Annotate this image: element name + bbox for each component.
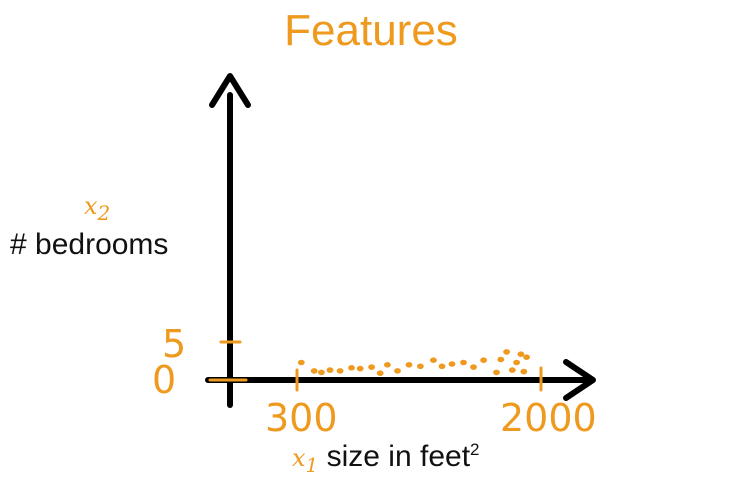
data-point-8 [368,364,375,370]
data-point-6 [348,365,355,371]
data-point-9 [376,370,384,377]
data-point-2 [310,368,318,374]
data-point-13 [417,363,424,370]
x-axis-variable: x1 [292,444,319,477]
data-point-22 [503,349,510,355]
data-point-21 [497,356,505,363]
data-point-19 [480,357,487,364]
data-point-11 [394,368,401,374]
x-tick-label-2000: 2000 [500,396,597,440]
data-point-27 [523,354,530,361]
data-point-5 [336,368,344,374]
x-tick-label-300: 300 [265,396,338,440]
x-axis-label: x1 size in feet2 [292,440,480,477]
chart-title: Features [284,6,458,55]
data-point-18 [470,364,477,370]
y-tick-label-0: 0 [152,358,177,402]
data-point-24 [513,359,520,366]
data-point-14 [430,357,437,364]
data-point-20 [493,369,500,376]
data-points [297,349,530,377]
data-point-25 [517,351,525,358]
data-point-10 [384,362,391,368]
data-point-26 [520,368,528,375]
y-axis-variable: x2 [84,192,111,225]
data-point-3 [318,369,325,376]
data-point-4 [326,367,334,373]
data-point-15 [438,363,446,370]
data-point-16 [448,361,456,367]
data-point-12 [405,362,413,368]
y-axis-label: # bedrooms [10,228,169,261]
data-point-17 [460,359,467,366]
x-axis-arrowhead [563,359,596,401]
data-point-23 [508,367,516,373]
y-axis-arrowhead [209,73,251,108]
data-point-1 [297,359,305,366]
data-point-7 [356,365,364,372]
y-tick-label-5: 5 [162,322,187,366]
